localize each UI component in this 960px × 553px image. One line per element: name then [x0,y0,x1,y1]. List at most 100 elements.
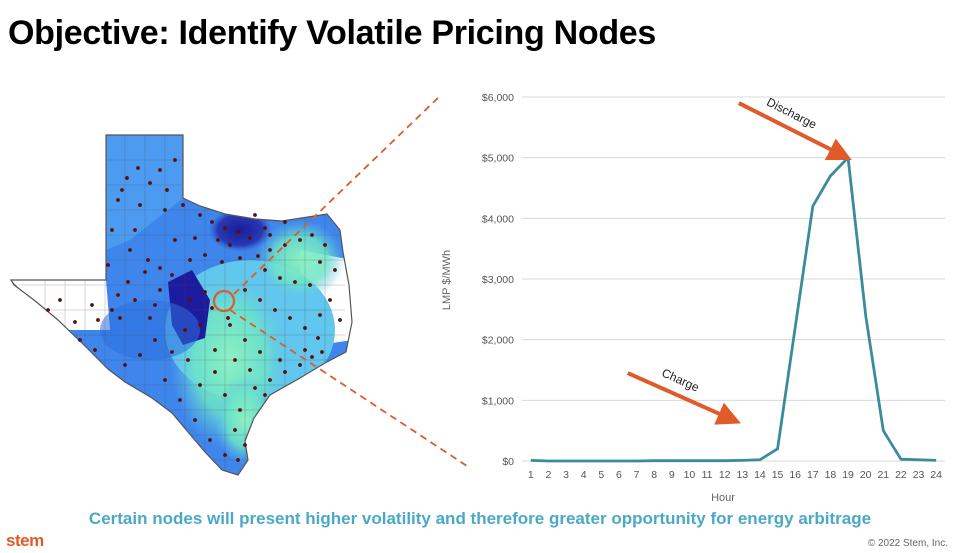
pricing-node-dot [153,338,157,342]
x-tick-label: 24 [930,469,942,481]
lmp-series [530,156,937,463]
pricing-node-dot [228,243,232,247]
pricing-node-dot [136,166,140,170]
pricing-node-dot [243,443,247,447]
pricing-node-dot [238,256,242,260]
y-axis-ticks: $0 $1,000 $2,000 $3,000 $4,000 $5,000 $6,000 [482,92,514,468]
y-tick-label: $0 [502,456,514,468]
pricing-node-dot [178,398,182,402]
x-axis-label: Hour [711,492,735,504]
pricing-node-dot [138,203,142,207]
pricing-node-dot [116,293,120,297]
texas-pricing-map [10,134,353,476]
pricing-node-dot [210,306,214,310]
x-tick-label: 4 [581,469,587,481]
stem-logo: stem [6,531,44,550]
y-tick-label: $5,000 [482,153,514,165]
pricing-node-dot [268,233,272,237]
pricing-node-dot [126,280,130,284]
annotation-arrow [626,371,741,425]
pricing-node-dot [78,338,82,342]
pricing-node-dot [148,316,152,320]
x-tick-label: 12 [719,469,731,481]
pricing-node-dot [283,370,287,374]
pricing-node-dot [198,323,202,327]
pricing-node-dot [278,276,282,280]
pricing-node-dot [163,378,167,382]
pricing-node-dot [298,238,302,242]
pricing-node-dot [268,378,272,382]
x-tick-label: 13 [736,469,748,481]
pricing-node-dot [236,230,240,234]
pricing-node-dot [208,438,212,442]
x-tick-label: 14 [754,469,766,481]
copyright-text: © 2022 Stem, Inc. [867,538,948,549]
pricing-node-dot [303,348,307,352]
pricing-node-dot [273,308,277,312]
pricing-node-dot [223,453,227,457]
pricing-node-dot [181,203,185,207]
selected-node-circle [212,289,236,313]
pricing-node-dot [93,348,97,352]
pricing-node-dot [170,273,174,277]
x-tick-label: 2 [546,469,552,481]
pricing-node-dot [233,358,237,362]
x-tick-label: 22 [895,469,907,481]
pricing-node-dot [318,260,322,264]
x-tick-label: 17 [807,469,819,481]
y-tick-label: $6,000 [482,92,514,104]
pricing-node-dot [203,290,207,294]
pricing-node-dot [233,428,237,432]
pricing-node-dot [143,270,147,274]
pricing-node-dot [116,198,120,202]
pricing-node-dot [316,336,320,340]
pricing-node-dot [308,283,312,287]
pricing-node-dot [223,393,227,397]
pricing-node-dot [183,328,187,332]
pricing-node-dot [210,220,214,224]
pricing-node-dot [320,350,324,354]
pricing-node-dot [193,418,197,422]
x-tick-label: 19 [842,469,854,481]
pricing-node-dot [278,358,282,362]
pricing-node-dot [138,353,142,357]
pricing-node-dot [220,260,224,264]
pricing-node-dot [96,318,100,322]
pricing-node-dot [146,258,150,262]
pricing-node-dot [333,268,337,272]
pricing-node-dot [258,298,262,302]
lmp-line-chart: $0 $1,000 $2,000 $3,000 $4,000 $5,000 $6,000 1… [441,92,945,504]
pricing-node-dot [110,308,114,312]
pricing-node-dot [283,243,287,247]
pricing-node-dot [213,370,217,374]
pricing-node-dot [106,263,110,267]
annotation-label: Discharge [764,95,819,132]
pricing-node-dot [238,408,242,412]
pricing-node-dot [158,266,162,270]
pricing-node-dot [310,355,314,359]
pricing-node-dot [165,188,169,192]
pricing-node-dot [125,176,129,180]
pricing-node-dot [173,158,177,162]
pricing-node-dot [226,316,230,320]
pricing-node-dot [303,326,307,330]
pricing-node-dot [46,308,50,312]
page-title: Objective: Identify Volatile Pricing Nod… [8,14,657,52]
y-tick-label: $2,000 [482,335,514,347]
pricing-node-dot [173,238,177,242]
pricing-node-dot [198,213,202,217]
pricing-node-dot [153,303,157,307]
caption-text: Certain nodes will present higher volati… [88,509,872,528]
series-line [530,156,937,463]
x-tick-label: 6 [616,469,622,481]
pricing-node-dot [293,280,297,284]
pricing-node-dot [193,236,197,240]
pricing-node-dot [73,320,77,324]
pricing-node-dot [263,226,267,230]
pricing-node-dot [203,253,207,257]
x-axis-ticks: 1 2 3 4 5 6 7 8 9 10 11 12 13 14 15 16 17 18 19 20 21 22 23 24 [528,469,942,481]
x-tick-label: 8 [651,469,657,481]
pricing-node-dot [338,318,342,322]
pricing-node-dot [158,288,162,292]
pricing-node-dot [243,338,247,342]
